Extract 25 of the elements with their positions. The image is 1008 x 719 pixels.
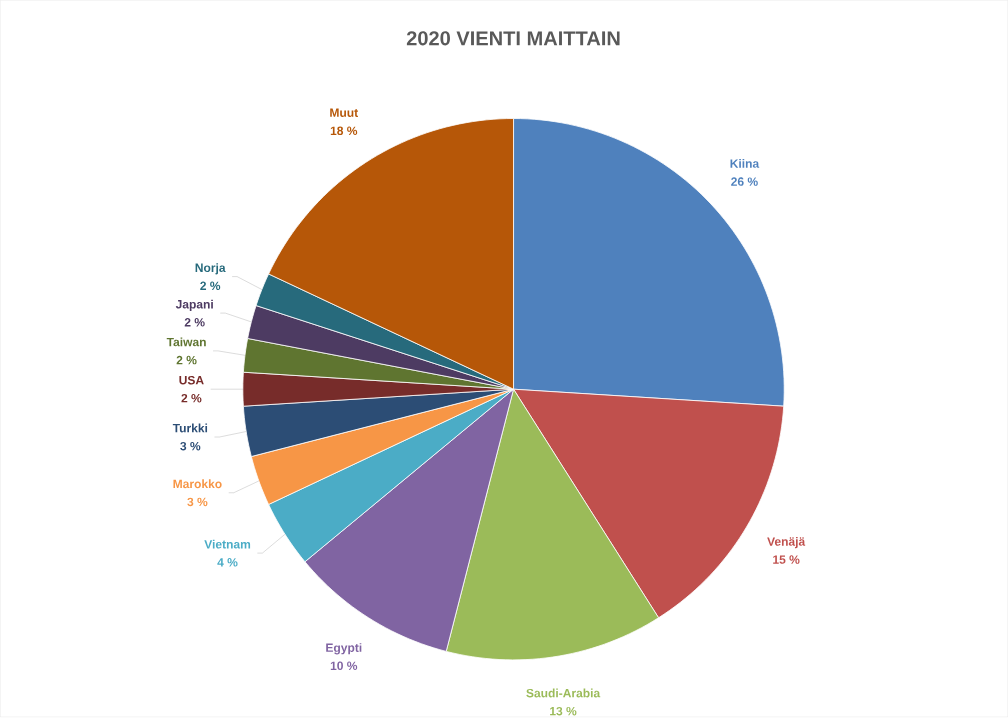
data-label: 2 % (200, 281, 221, 291)
slice-label: Muut (330, 108, 359, 118)
data-label: 26 % (731, 177, 758, 186)
slice-label: Taiwan (166, 337, 206, 347)
slice-label: Japani (175, 299, 213, 311)
slice-label: Egypti (326, 643, 362, 655)
data-label: 10 % (330, 661, 358, 671)
data-label: 2 % (181, 394, 202, 403)
slice-label: Turkki (172, 423, 208, 433)
data-label: 18 % (330, 126, 358, 136)
data-label: 2 % (176, 355, 197, 365)
slice-label: Kiina (730, 159, 760, 168)
slice-label: Norja (195, 263, 226, 275)
data-label: 3 % (187, 497, 208, 507)
data-label: 2 % (184, 318, 205, 327)
data-label: 13 % (550, 707, 577, 716)
data-label: 3 % (180, 442, 201, 451)
slice-label: Saudi-Arabia (526, 688, 601, 698)
data-label: 15 % (773, 555, 800, 564)
slice-label: Vietnam (204, 539, 251, 549)
data-label: 4 % (217, 558, 238, 567)
slice-label: Venäjä (767, 537, 806, 549)
chart-title: 2020 VIENTI MAITTAIN (406, 31, 620, 46)
slice-label: USA (179, 376, 204, 385)
slice-label: Marokko (173, 479, 222, 489)
